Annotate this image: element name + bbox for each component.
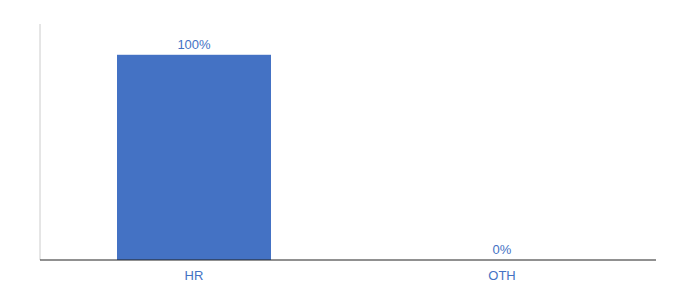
y-axis-line	[40, 24, 41, 260]
chart-svg: HR OTH 100% 0%	[0, 0, 680, 300]
data-label: 100%	[177, 37, 211, 52]
bar	[117, 55, 271, 260]
bars	[117, 55, 271, 260]
x-axis-line	[40, 260, 656, 261]
x-tick-label: OTH	[488, 268, 515, 283]
x-tick-label: HR	[185, 268, 204, 283]
data-label: 0%	[493, 242, 512, 257]
chart-container: HR OTH 100% 0%	[0, 0, 680, 300]
